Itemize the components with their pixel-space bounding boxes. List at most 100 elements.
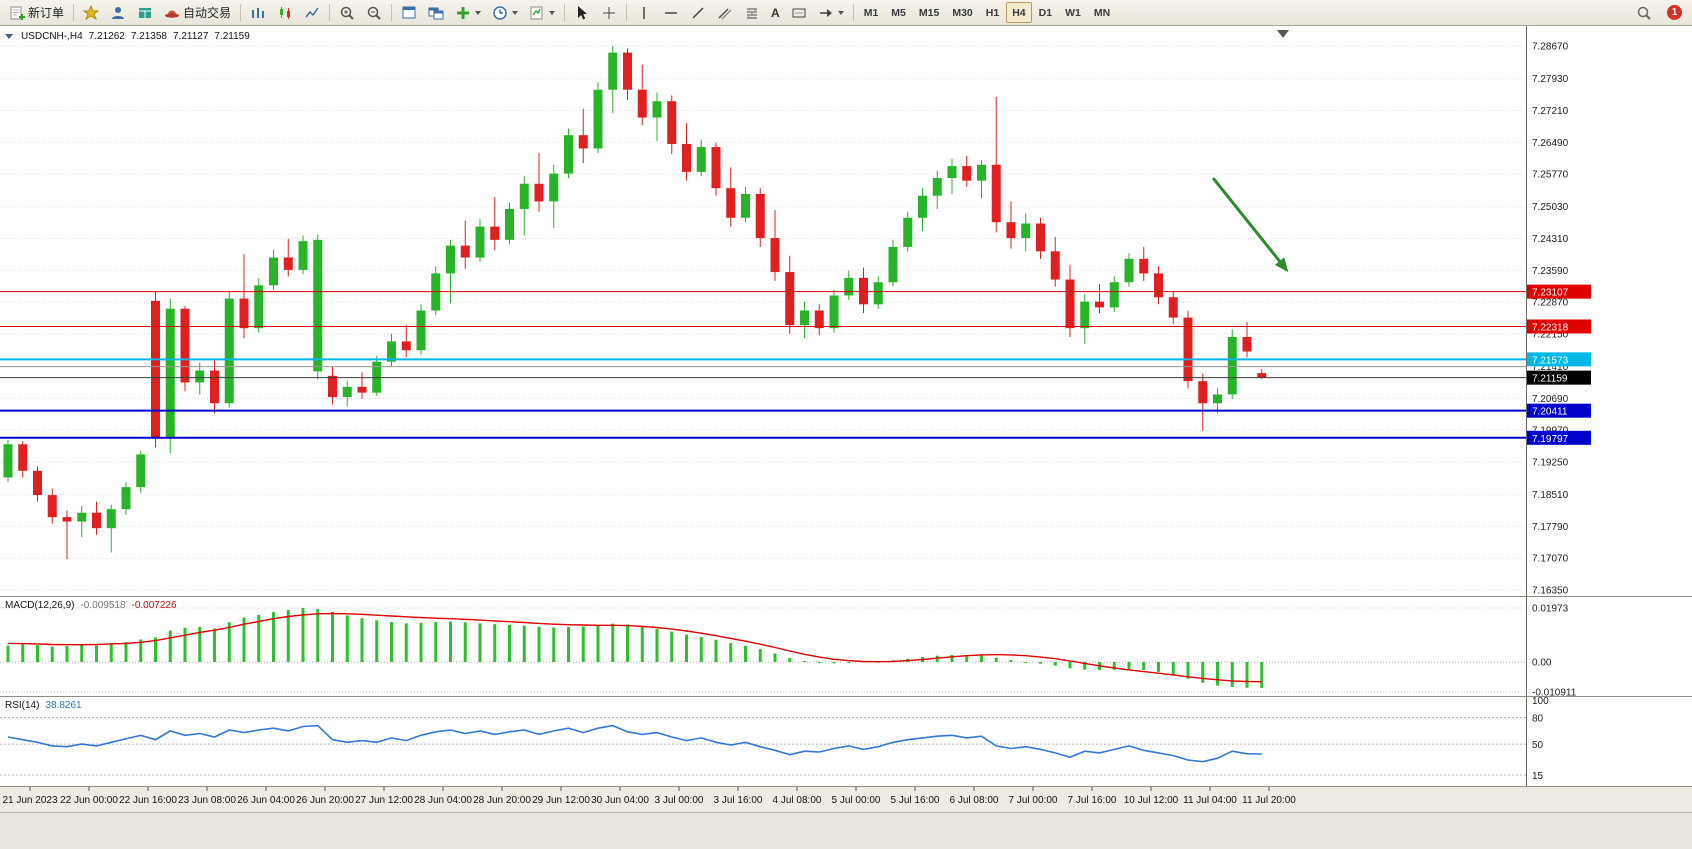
fibonacci-icon: [746, 8, 758, 18]
vertical-line-button[interactable]: [631, 2, 657, 23]
price-tag: [1527, 430, 1591, 445]
panel-splitter[interactable]: [0, 596, 1692, 597]
line-chart-button[interactable]: [299, 2, 325, 23]
main-toolbar: 新订单 自动交易: [0, 0, 1692, 26]
price-tag: [1527, 352, 1591, 367]
timeframe-button-h1[interactable]: H1: [980, 2, 1005, 23]
macd-signal-value: -0.007226: [131, 600, 177, 611]
trend-arrow-head[interactable]: [1274, 257, 1289, 273]
price-axis-label: 7.21410: [1532, 362, 1569, 373]
rsi-panel[interactable]: 100 80 50 15: [0, 697, 1692, 786]
price-tag: [1527, 403, 1591, 418]
price-axis-label: 7.26490: [1532, 138, 1569, 149]
macd-axis-label: 0.01973: [1532, 603, 1569, 614]
notification-badge[interactable]: 1: [1667, 5, 1682, 20]
tile-windows-icon: [402, 6, 416, 18]
trendline-button[interactable]: [685, 2, 711, 23]
autotrading-label: 自动交易: [183, 6, 232, 20]
candlestick-chart-button[interactable]: [272, 2, 298, 23]
horizontal-line-button[interactable]: [658, 2, 684, 23]
trend-arrow[interactable]: [1211, 177, 1285, 267]
symbol-dropdown-icon[interactable]: [5, 34, 13, 39]
bottom-divider: [0, 812, 1692, 813]
wizard-star-icon: [83, 4, 100, 20]
vertical-line-icon: [643, 6, 645, 19]
channel-button[interactable]: [712, 2, 738, 23]
template-icon: [530, 6, 543, 19]
time-axis-label: 22 Jun 00:00: [60, 795, 118, 806]
price-axis-label: 7.25030: [1532, 202, 1569, 213]
candlestick-icon: [280, 6, 291, 19]
profiles-button[interactable]: [105, 2, 131, 23]
profile-person-icon: [112, 6, 125, 19]
timeframe-button-d1[interactable]: D1: [1033, 2, 1058, 23]
macd-signal-line: [7, 612, 1262, 683]
text-label-icon: [792, 8, 806, 17]
chart-ohlc-readout: USDCNH-,H4 7.21262 7.21358 7.21127 7.211…: [5, 31, 250, 42]
chart-wizard-button[interactable]: [78, 2, 104, 23]
macd-panel[interactable]: 0.01973 0.00 -0.010911: [0, 597, 1692, 696]
arrows-tool-button[interactable]: [813, 2, 849, 23]
text-tool-label: A: [771, 5, 780, 20]
timeframe-button-w1[interactable]: W1: [1059, 2, 1087, 23]
periods-button[interactable]: [487, 2, 523, 23]
new-order-button[interactable]: 新订单: [4, 2, 69, 23]
timeframe-button-m1[interactable]: M1: [858, 2, 885, 23]
crosshair-button[interactable]: [596, 2, 622, 23]
time-axis[interactable]: 21 Jun 2023 22 Jun 00:00 22 Jun 16:00 23 Ju…: [0, 787, 1692, 812]
price-axis-label: 7.22150: [1532, 329, 1569, 340]
rsi-name: RSI(14): [5, 700, 40, 711]
chart-shift-marker[interactable]: [1277, 30, 1289, 38]
price-axis-label: 7.17790: [1532, 522, 1569, 533]
timeframe-button-m30[interactable]: M30: [946, 2, 978, 23]
timeframe-button-m15[interactable]: M15: [913, 2, 945, 23]
timeframe-button-m5[interactable]: M5: [885, 2, 912, 23]
time-axis-label: 7 Jul 16:00: [1068, 795, 1117, 806]
close-value: 7.21159: [214, 31, 250, 42]
zoom-out-icon: [367, 6, 381, 20]
price-axis-label: 7.25770: [1532, 170, 1569, 181]
fibonacci-button[interactable]: [739, 2, 765, 23]
dropdown-caret-icon: [475, 10, 482, 15]
timeframe-button-h4[interactable]: H4: [1006, 2, 1032, 23]
price-tag: [1527, 370, 1591, 385]
cursor-button[interactable]: [569, 2, 595, 23]
data-window-icon: [139, 7, 152, 18]
main-chart-panel[interactable]: 7.28670 7.27930 7.27210 7.26490 7.25770 7.250…: [0, 26, 1692, 596]
text-label-button[interactable]: [786, 2, 812, 23]
rsi-axis-label: 80: [1532, 714, 1544, 725]
indicators-button[interactable]: [450, 2, 486, 23]
toolbar-separator: [329, 4, 331, 21]
macd-main-value: -0.009518: [80, 600, 126, 611]
toolbar-right-cluster: 1: [1631, 2, 1688, 23]
price-tag: [1527, 319, 1591, 334]
rsi-axis-label: 15: [1532, 771, 1544, 782]
autotrading-button[interactable]: 自动交易: [159, 2, 236, 23]
macd-axis-label: 0.00: [1532, 658, 1552, 669]
tile-windows-button[interactable]: [396, 2, 422, 23]
data-window-button[interactable]: [132, 2, 158, 23]
price-axis-label: 7.17070: [1532, 554, 1569, 565]
horizontal-line-icon: [665, 11, 678, 14]
price-tag-label: 7.22318: [1532, 322, 1569, 333]
zoom-in-button[interactable]: [334, 2, 360, 23]
zoom-out-button[interactable]: [361, 2, 387, 23]
price-axis-divider[interactable]: [1526, 26, 1527, 786]
templates-button[interactable]: [524, 2, 560, 23]
text-tool-button[interactable]: A: [766, 2, 785, 23]
time-axis-label: 28 Jun 04:00: [414, 795, 472, 806]
timeframe-button-mn[interactable]: MN: [1088, 2, 1116, 23]
trendline-icon: [692, 6, 704, 19]
price-tag-label: 7.19797: [1532, 434, 1569, 445]
price-axis-label: 7.27210: [1532, 106, 1569, 117]
toolbar-separator: [852, 4, 854, 21]
toolbar-separator: [73, 4, 75, 21]
bar-chart-button[interactable]: [245, 2, 271, 23]
time-axis-label: 23 Jun 08:00: [178, 795, 236, 806]
search-button[interactable]: [1631, 2, 1657, 23]
panel-splitter[interactable]: [0, 696, 1692, 697]
arrange-windows-button[interactable]: [423, 2, 449, 23]
price-tag-label: 7.21159: [1532, 374, 1568, 385]
symbol-title: USDCNH-,H4: [21, 31, 83, 42]
price-axis-label: 7.16350: [1532, 585, 1569, 596]
